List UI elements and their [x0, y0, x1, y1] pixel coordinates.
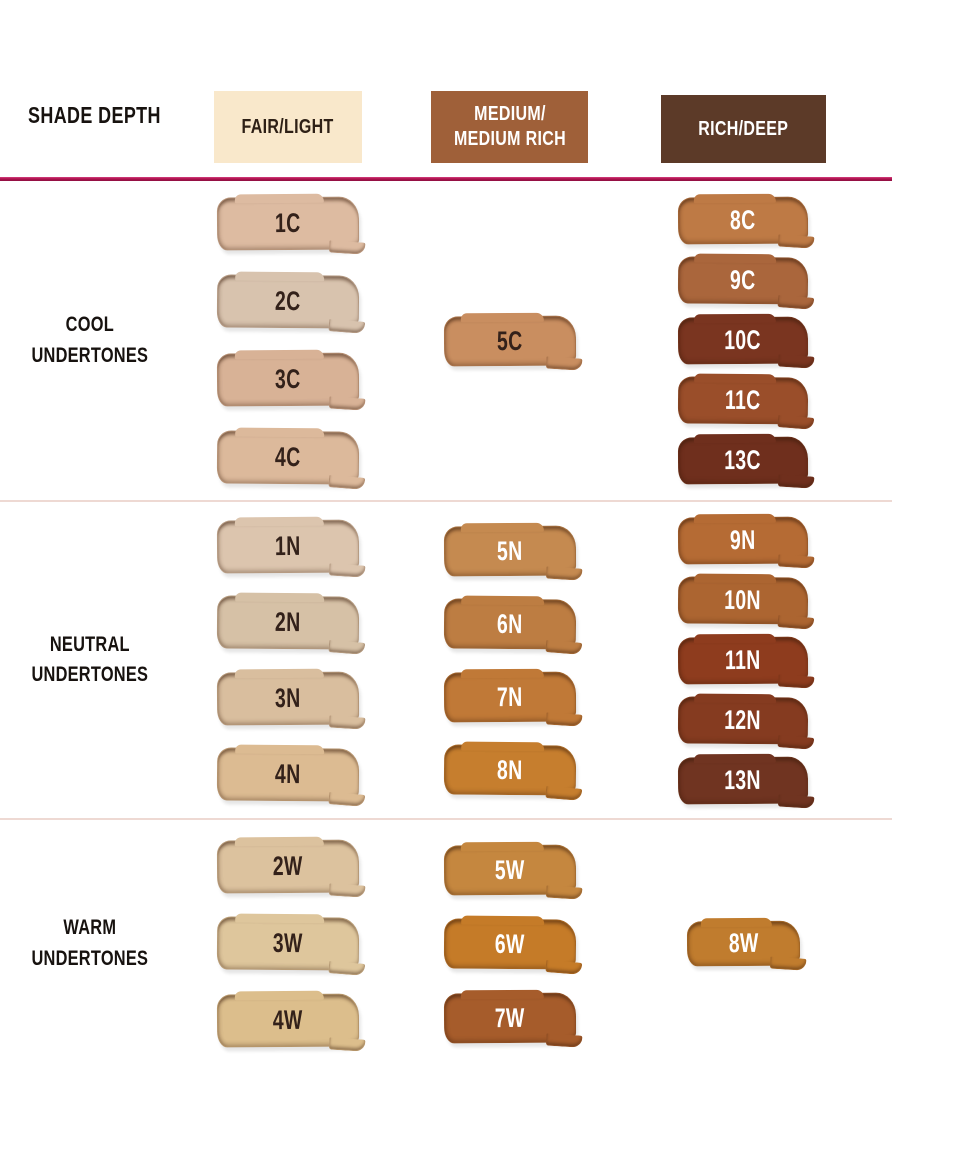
shade-swatch-9C: 9C: [677, 256, 809, 305]
shade-swatch-8C: 8C: [677, 196, 809, 245]
shade-swatch-12N: 12N: [677, 695, 809, 745]
shade-code: 11N: [725, 644, 761, 675]
shade-code: 7N: [496, 680, 523, 712]
shade-code: 13N: [724, 764, 762, 795]
row-label-neutral-undertones: NEUTRAL UNDERTONES: [0, 502, 180, 818]
shade-swatch-4W: 4W: [216, 993, 360, 1048]
shade-swatch-3N: 3N: [216, 671, 360, 725]
shade-swatch-10N: 10N: [677, 575, 809, 625]
cell-neutral-fair-light: 1N 2N 3N 4N: [180, 502, 396, 818]
shade-swatch-8N: 8N: [443, 743, 576, 796]
row-label-warm-undertones: WARM UNDERTONES: [0, 820, 180, 1067]
section-warm-undertones: WARM UNDERTONES 2W 3W 4W 5W 6W 7W 8W: [0, 820, 863, 1067]
shade-swatch-1N: 1N: [216, 519, 360, 573]
shade-swatch-1C: 1C: [216, 196, 360, 251]
shade-swatch-11N: 11N: [677, 636, 809, 684]
shade-swatch-6W: 6W: [443, 917, 576, 970]
shade-code: 13C: [724, 444, 762, 476]
shade-swatch-5N: 5N: [443, 525, 576, 576]
row-label-cool-undertones: COOL UNDERTONES: [0, 181, 180, 500]
shade-code: 7W: [494, 1001, 525, 1033]
column-header-label: FAIR/LIGHT: [241, 115, 335, 138]
cell-cool-rich-deep: 8C 9C 10C 11C 13C: [623, 181, 863, 500]
header-cell-fair-light: FAIR/LIGHT: [180, 91, 396, 163]
shade-code: 9C: [730, 264, 756, 296]
shade-code: 5N: [496, 534, 523, 566]
shade-code: 5W: [494, 853, 525, 885]
column-header-label: MEDIUM/ MEDIUM RICH: [453, 103, 566, 150]
shade-swatch-3W: 3W: [216, 916, 360, 971]
shade-swatch-10C: 10C: [677, 316, 809, 365]
shade-swatch-4C: 4C: [216, 430, 360, 485]
shade-code: 4W: [272, 1004, 304, 1036]
cell-warm-fair-light: 2W 3W 4W: [180, 820, 396, 1067]
shade-swatch-13C: 13C: [677, 436, 809, 485]
cell-warm-medium: 5W 6W 7W: [396, 820, 623, 1067]
section-cool-undertones: COOL UNDERTONES 1C 2C 3C 4C 5C 8C 9C 10C 11C 13…: [0, 181, 863, 500]
shade-swatch-2C: 2C: [216, 274, 360, 329]
section-neutral-undertones: NEUTRAL UNDERTONES 1N 2N 3N 4N 5N 6N 7N 8N 9N 1…: [0, 502, 863, 818]
shade-code: 12N: [724, 704, 762, 735]
shade-swatch-7N: 7N: [443, 671, 576, 722]
shade-code: 9N: [730, 524, 756, 555]
cell-cool-medium: 5C: [396, 181, 623, 500]
shade-code: 2N: [275, 606, 301, 637]
column-header-medium-medium-rich: MEDIUM/ MEDIUM RICH: [431, 91, 588, 163]
shade-code: 8N: [496, 753, 523, 785]
shade-swatch-13N: 13N: [677, 756, 809, 804]
cell-cool-fair-light: 1C 2C 3C 4C: [180, 181, 396, 500]
shade-code: 10C: [724, 324, 762, 356]
shade-code: 1N: [275, 530, 301, 561]
shade-code: 5C: [496, 324, 523, 356]
shade-code: 3W: [272, 927, 304, 959]
shade-swatch-8W: 8W: [686, 920, 800, 967]
shade-code: 3C: [275, 363, 301, 395]
cell-neutral-medium: 5N 6N 7N 8N: [396, 502, 623, 818]
header-cell-medium: MEDIUM/ MEDIUM RICH: [396, 91, 623, 163]
row-label-text: WARM UNDERTONES: [31, 916, 149, 970]
cell-warm-rich-deep: 8W: [623, 820, 863, 1067]
shade-code: 3N: [275, 682, 301, 713]
shade-code: 1C: [275, 207, 301, 239]
shade-swatch-5W: 5W: [443, 844, 576, 895]
shade-swatch-3C: 3C: [216, 352, 360, 407]
shade-swatch-4N: 4N: [216, 746, 360, 802]
shade-swatch-11C: 11C: [677, 376, 809, 425]
shade-code: 10N: [724, 584, 762, 615]
shade-swatch-2N: 2N: [216, 594, 360, 650]
shade-code: 4N: [275, 758, 301, 789]
shade-swatch-7W: 7W: [443, 992, 576, 1043]
section-divider: [0, 818, 892, 820]
shade-code: 6N: [496, 607, 523, 639]
shade-swatch-6N: 6N: [443, 597, 576, 650]
shade-code: 8W: [727, 927, 759, 959]
shade-code: 8C: [730, 204, 756, 236]
section-divider: [0, 500, 892, 502]
header-row: SHADE DEPTH FAIR/LIGHT MEDIUM/ MEDIUM RI…: [0, 0, 863, 177]
shade-swatch-9N: 9N: [677, 516, 809, 564]
header-cell-rich-deep: RICH/DEEP: [623, 95, 863, 163]
shade-code: 2C: [275, 285, 301, 317]
column-header-label: RICH/DEEP: [697, 117, 788, 140]
cell-neutral-rich-deep: 9N 10N 11N 12N 13N: [623, 502, 863, 818]
header-divider: [0, 177, 892, 181]
shade-code: 11C: [725, 384, 761, 416]
shade-swatch-2W: 2W: [216, 839, 360, 894]
shade-code: 2W: [272, 850, 304, 882]
column-header-fair-light: FAIR/LIGHT: [214, 91, 362, 163]
row-label-text: NEUTRAL UNDERTONES: [31, 632, 149, 686]
row-label-text: COOL UNDERTONES: [31, 313, 149, 367]
shade-code: 4C: [275, 441, 301, 473]
shade-depth-label: SHADE DEPTH: [28, 102, 161, 128]
shade-code: 6W: [494, 927, 525, 959]
shade-swatch-5C: 5C: [443, 315, 576, 366]
column-header-rich-deep: RICH/DEEP: [660, 95, 826, 163]
